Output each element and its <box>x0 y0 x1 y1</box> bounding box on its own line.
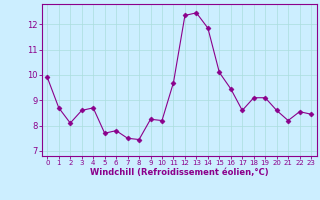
X-axis label: Windchill (Refroidissement éolien,°C): Windchill (Refroidissement éolien,°C) <box>90 168 268 177</box>
